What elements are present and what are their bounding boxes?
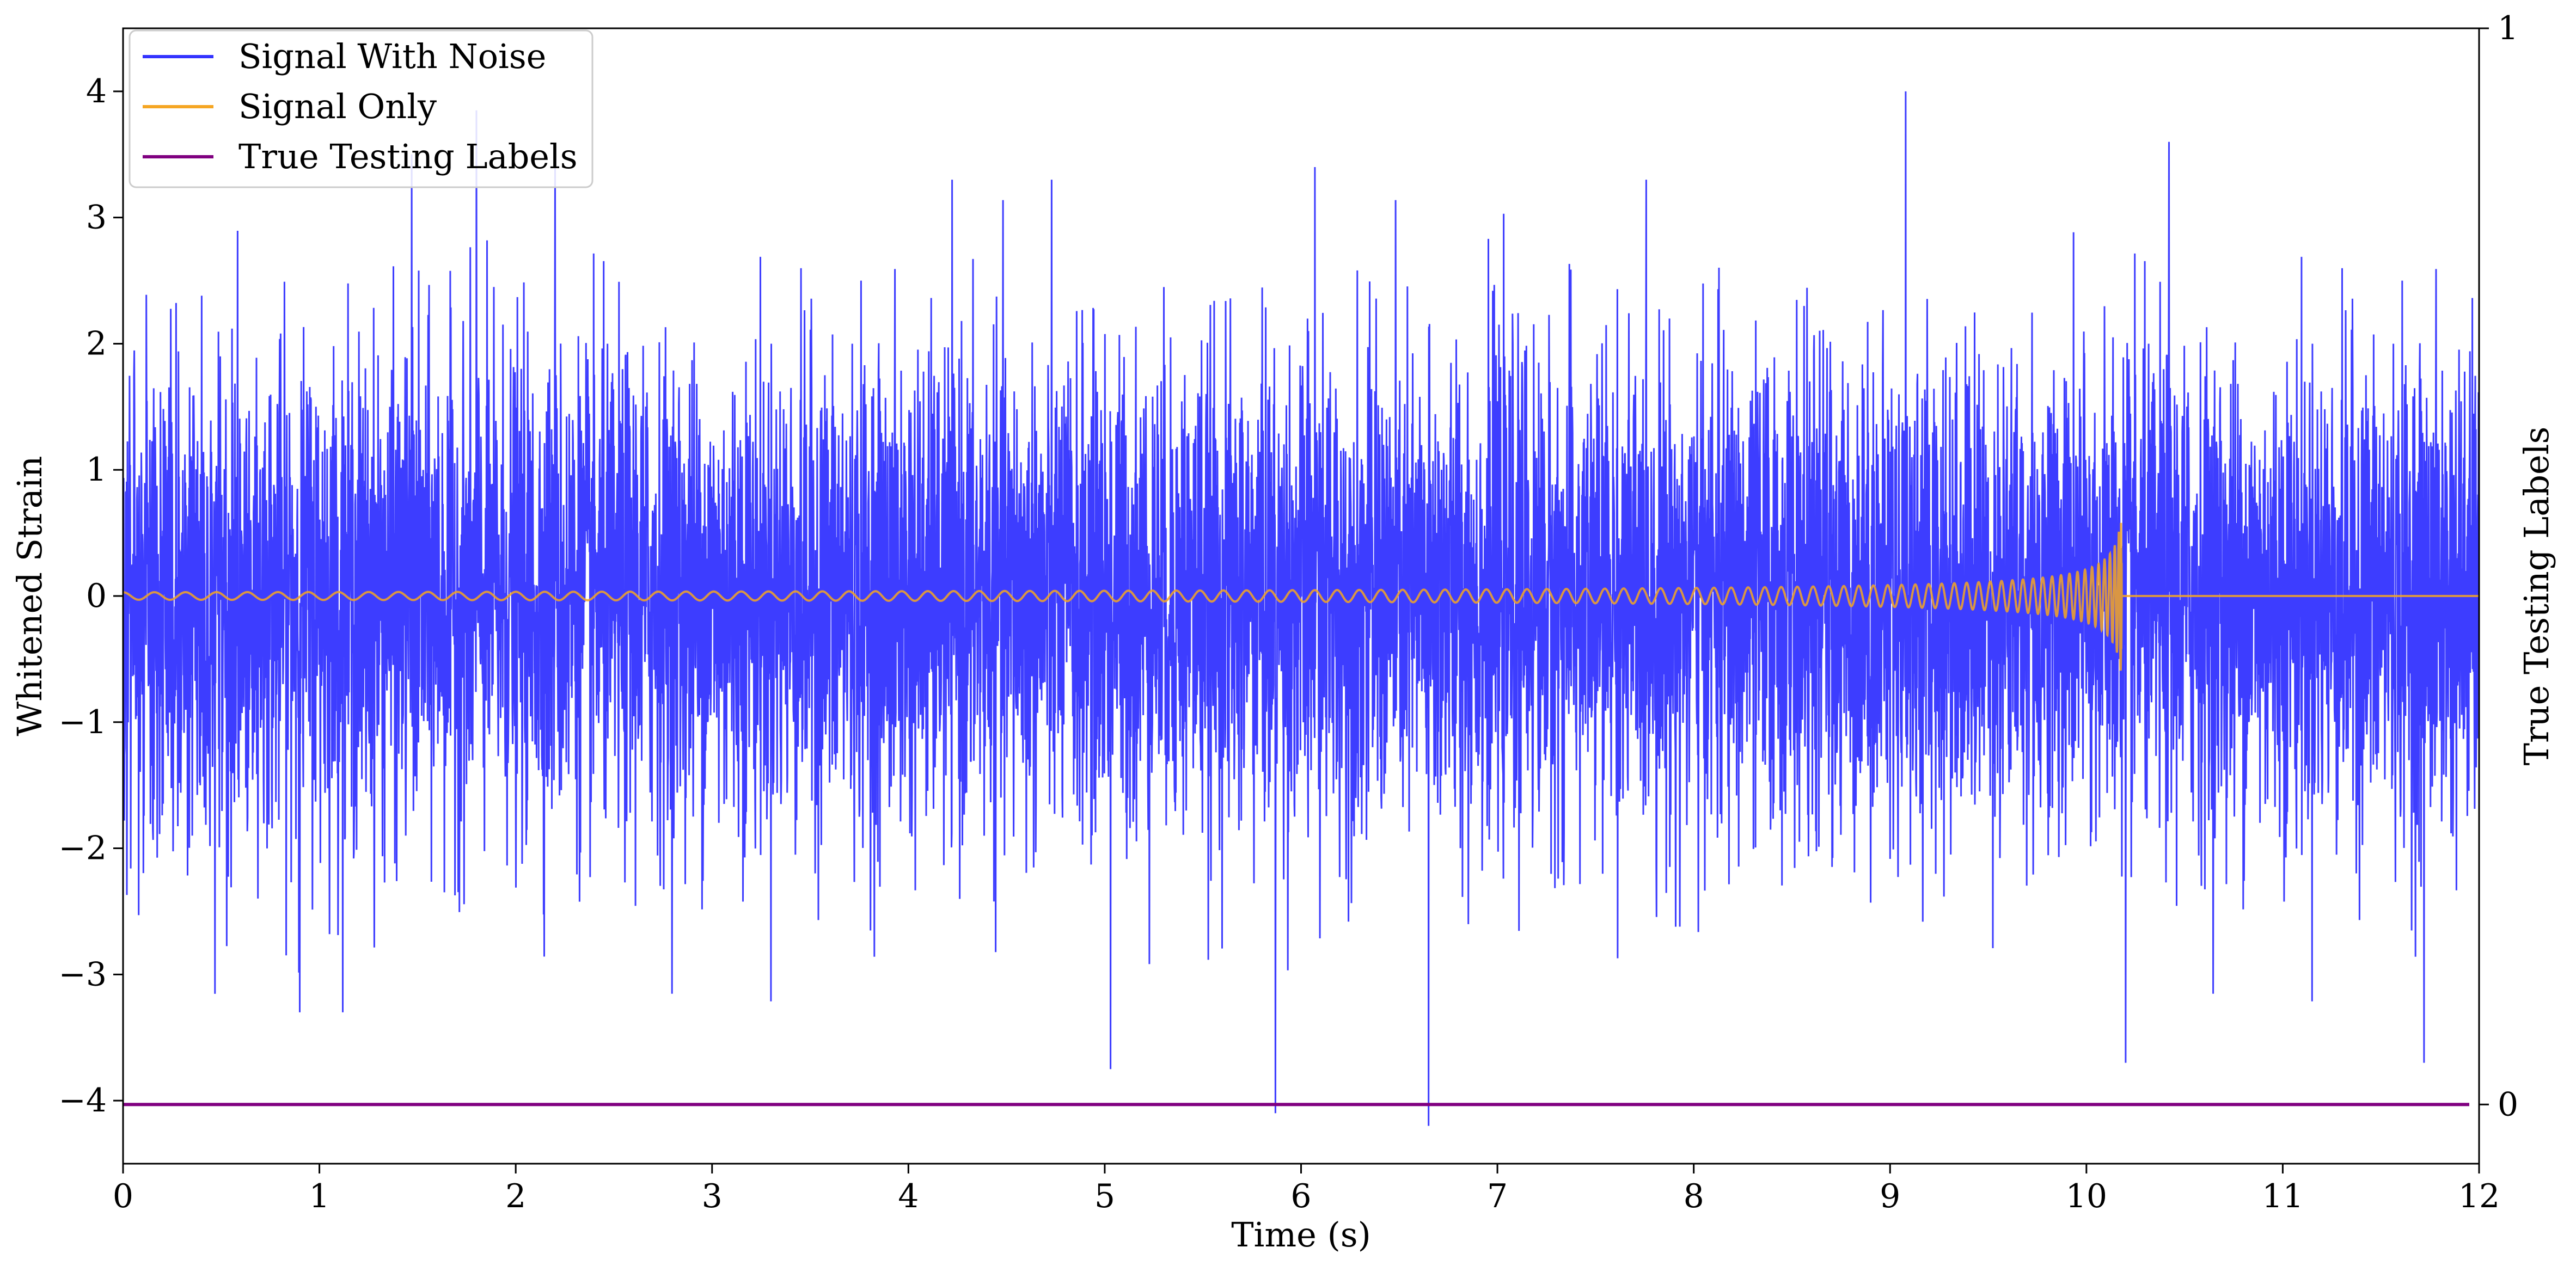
y-tick-label-right: 1 [2498,9,2518,47]
plot-area [123,91,2479,1126]
y-tick-label-left: 4 [86,72,107,110]
x-tick-label: 1 [309,1177,329,1215]
legend-box [129,29,593,188]
x-tick-label: 0 [113,1177,133,1215]
signal-with-noise-line [123,91,2479,1126]
y-tick-label-left: 3 [86,199,107,237]
legend-label: Signal Only [238,87,437,126]
signal-only-line [123,523,2479,671]
y-tick-label-left: −4 [59,1081,107,1120]
x-tick-label: 10 [2066,1177,2107,1215]
y-tick-label-left: 2 [86,324,107,362]
y-tick-label-left: 1 [86,451,107,489]
y-tick-label-left: −2 [59,829,107,868]
legend-label: True Testing Labels [238,137,578,176]
x-tick-label: 9 [1880,1177,1900,1215]
x-tick-label: 6 [1290,1177,1311,1215]
x-tick-label: 5 [1094,1177,1115,1215]
y-axis-label-right: True Testing Labels [2517,427,2556,766]
x-axis-label: Time (s) [1231,1215,1371,1255]
y-tick-label-right: 0 [2498,1085,2518,1123]
x-tick-label: 7 [1487,1177,1508,1215]
plot-clipped [123,91,2479,1126]
x-tick-label: 12 [2458,1177,2500,1215]
y-tick-label-left: −3 [59,955,107,993]
x-tick-label: 3 [702,1177,723,1215]
x-tick-label: 2 [505,1177,526,1215]
legend: Signal With Noise Signal Only True Testing… [129,29,593,188]
x-tick-label: 4 [898,1177,919,1215]
y-tick-label-left: 0 [86,577,107,615]
y-axis-label-left: Whitened Strain [10,456,50,736]
legend-label: Signal With Noise [238,36,546,76]
x-tick-label: 11 [2262,1177,2303,1215]
y-tick-label-left: −1 [59,703,107,741]
x-tick-label: 8 [1684,1177,1704,1215]
